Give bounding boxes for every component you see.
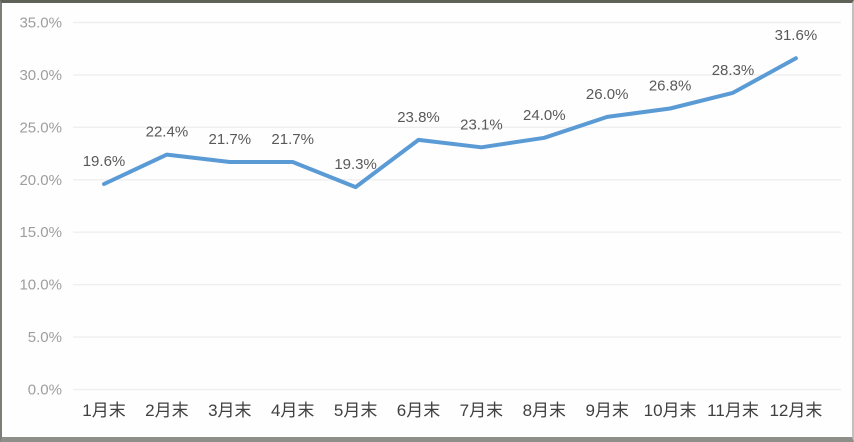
line-chart: 0.0% 5.0% 10.0% 15.0% 20.0% 25.0% 30.0% 35.0% 1月…	[2, 3, 852, 437]
x-axis-tick-label: 12月末	[769, 401, 822, 420]
y-axis-tick-label: 30.0%	[19, 67, 62, 84]
data-point-label: 26.0%	[586, 86, 629, 103]
data-point-label: 19.6%	[83, 153, 126, 170]
data-point-label: 19.3%	[334, 156, 377, 173]
y-axis-tick-label: 20.0%	[19, 172, 62, 189]
data-point-label: 21.7%	[271, 131, 314, 148]
x-axis-tick-label: 11月末	[707, 401, 759, 420]
y-axis-tick-label: 0.0%	[28, 382, 62, 399]
x-axis-tick-label: 10月末	[644, 401, 697, 420]
data-point-label: 21.7%	[209, 131, 252, 148]
data-point-label: 23.8%	[397, 109, 440, 126]
x-axis-tick-label: 9月末	[585, 401, 628, 420]
x-axis-tick-label: 4月末	[271, 401, 314, 420]
x-axis-tick-label: 8月末	[523, 401, 566, 420]
x-axis-tick-label: 2月末	[145, 401, 188, 420]
y-axis-tick-label: 15.0%	[19, 224, 62, 241]
data-point-label: 31.6%	[775, 27, 818, 44]
y-axis-tick-label: 10.0%	[19, 277, 62, 294]
data-point-label: 28.3%	[712, 62, 755, 79]
y-axis-tick-label: 5.0%	[28, 329, 62, 346]
x-axis-tick-label: 6月末	[397, 401, 440, 420]
x-axis-tick-label: 5月末	[334, 401, 377, 420]
y-axis-tick-label: 35.0%	[19, 15, 62, 32]
data-point-label: 23.1%	[460, 116, 503, 133]
y-axis-tick-label: 25.0%	[19, 119, 62, 136]
x-axis-tick-label: 1月末	[82, 401, 125, 420]
x-axis-tick-label: 7月末	[460, 401, 503, 420]
data-point-label: 24.0%	[523, 107, 566, 124]
data-point-label: 22.4%	[146, 124, 189, 141]
data-point-label: 26.8%	[649, 77, 692, 94]
x-axis-tick-label: 3月末	[208, 401, 251, 420]
series-line	[102, 56, 798, 190]
